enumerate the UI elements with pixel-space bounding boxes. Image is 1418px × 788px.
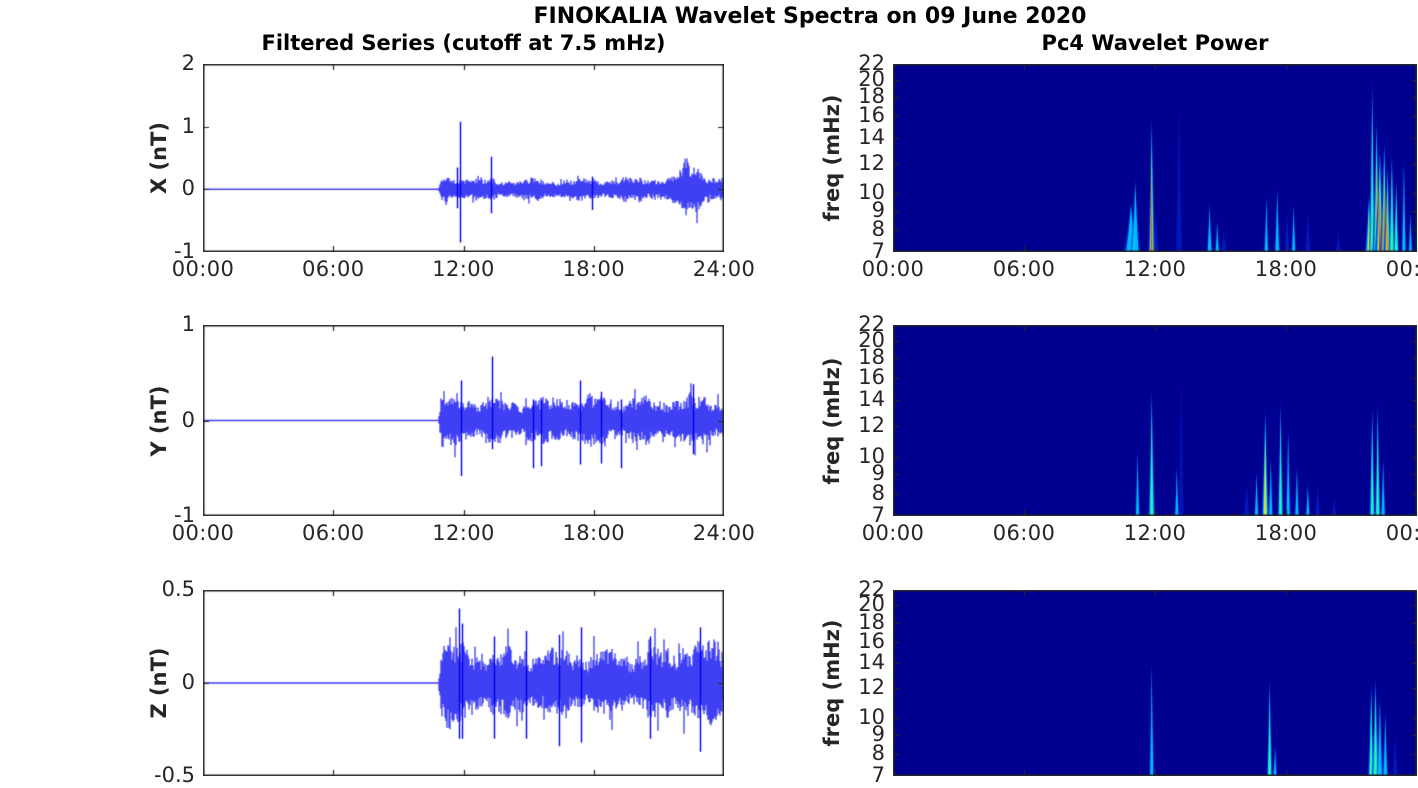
tick-label: 06:00 (992, 521, 1056, 545)
tick-label: 12:00 (1123, 257, 1187, 281)
tick-label: 0 (181, 670, 195, 694)
tick-label: 16 (858, 365, 885, 390)
tick-label: 10 (858, 180, 885, 205)
tick-label: 2 (181, 51, 195, 75)
z-filtered-series-plot (203, 590, 724, 776)
tick-label: 9 (871, 461, 885, 486)
tick-label: 06:00 (992, 257, 1056, 281)
tick-label: 20 (858, 66, 885, 91)
tick-label: 12:00 (1123, 521, 1187, 545)
tick-label: 0.5 (161, 577, 195, 601)
tick-label: 16 (858, 628, 885, 653)
tick-label: 22 (858, 51, 885, 75)
tick-label: 06:00 (301, 257, 365, 281)
tick-label: 10 (858, 705, 885, 730)
tick-label: -0.5 (154, 763, 195, 787)
tick-label: 7 (871, 763, 885, 787)
tick-label: 12:00 (432, 257, 495, 281)
x-wavelet-power-spectrogram (893, 64, 1417, 252)
tick-label: 12:00 (432, 521, 495, 545)
tick-label: 0 (181, 176, 195, 201)
tick-label: 9 (871, 197, 885, 222)
tick-label: 9 (871, 722, 885, 747)
tick-label: 7 (871, 239, 885, 263)
y-filtered-series-plot (203, 325, 724, 516)
tick-label: 18:00 (1254, 257, 1318, 281)
tick-label: 8 (871, 217, 885, 242)
tick-label: 22 (858, 577, 885, 601)
y-wavelet-power-spectrogram (893, 325, 1417, 516)
tick-label: 00:00 (1385, 521, 1418, 545)
tick-label: 18 (858, 609, 885, 634)
tick-label: 06:00 (301, 521, 365, 545)
tick-label: 8 (871, 480, 885, 505)
tick-label: 00:00 (861, 521, 925, 545)
tick-label: 20 (858, 592, 885, 617)
tick-label: 22 (858, 312, 885, 336)
tick-label: 18:00 (562, 257, 626, 281)
tick-label: 12 (858, 150, 885, 175)
tick-label: 24:00 (692, 257, 756, 281)
tick-label: -1 (174, 503, 195, 527)
tick-label: 24:00 (692, 521, 756, 545)
tick-label: 18:00 (562, 521, 626, 545)
tick-label: -1 (174, 239, 195, 263)
tick-label: 00:00 (171, 521, 235, 545)
filtered-series-title: Filtered Series (cutoff at 7.5 mHz) (261, 31, 666, 55)
tick-label: 00:00 (1385, 257, 1418, 281)
tick-label: 16 (858, 103, 885, 128)
pc4-wavelet-power-title: Pc4 Wavelet Power (1041, 31, 1269, 55)
tick-label: 18 (858, 83, 885, 108)
tick-label: 1 (181, 113, 195, 138)
tick-label: 10 (858, 443, 885, 468)
tick-label: 14 (858, 125, 885, 150)
tick-label: 0 (181, 407, 195, 432)
tick-label: 12 (858, 413, 885, 438)
tick-label: 14 (858, 387, 885, 412)
tick-label: 1 (181, 312, 195, 336)
tick-label: 18 (858, 345, 885, 370)
tick-label: 7 (871, 503, 885, 527)
tick-label: 20 (858, 327, 885, 352)
tick-label: 8 (871, 741, 885, 766)
tick-label: 00:00 (861, 257, 925, 281)
tick-label: 12 (858, 675, 885, 700)
tick-label: 14 (858, 650, 885, 675)
x-filtered-series-plot (203, 64, 724, 252)
tick-label: 18:00 (1254, 521, 1318, 545)
figure-title: FINOKALIA Wavelet Spectra on 09 June 202… (533, 4, 1087, 29)
z-wavelet-power-spectrogram (893, 590, 1417, 776)
tick-label: 00:00 (171, 257, 235, 281)
